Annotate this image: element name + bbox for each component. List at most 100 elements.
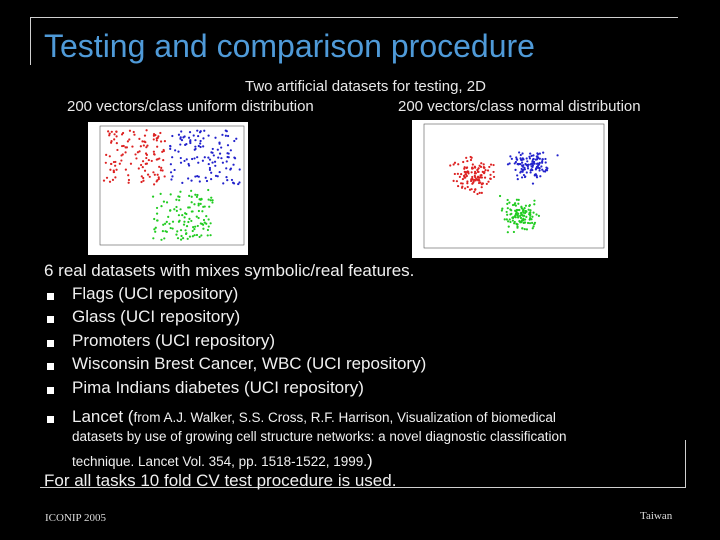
citation-line: datasets by use of growing cell structur…: [72, 429, 567, 444]
image-dot: [473, 174, 476, 177]
image-dot: [142, 144, 145, 147]
image-dot: [517, 163, 520, 166]
image-dot: [525, 157, 528, 160]
image-dot: [533, 221, 537, 224]
image-dot: [531, 227, 534, 230]
image-dot: [164, 230, 167, 233]
image-dot: [535, 165, 539, 168]
image-dot: [506, 163, 510, 166]
image-dot: [206, 228, 210, 232]
image-dot: [516, 178, 519, 181]
image-dot: [530, 154, 533, 157]
image-dot: [189, 141, 192, 145]
image-dot: [207, 134, 210, 137]
image-dot: [531, 160, 534, 163]
image-dot: [216, 175, 219, 178]
image-dot: [226, 144, 230, 147]
image-dot: [534, 158, 538, 161]
image-dot: [102, 179, 106, 182]
image-dot: [229, 168, 232, 171]
image-dot: [522, 211, 525, 214]
image-dot: [482, 163, 485, 166]
footer-conference: ICONIP 2005: [45, 512, 107, 524]
image-dot: [190, 179, 193, 182]
image-dot: [508, 218, 511, 221]
image-dot: [210, 196, 213, 199]
image-dot: [238, 181, 241, 184]
image-dot: [538, 152, 541, 155]
image-dot: [160, 238, 163, 241]
image-dot: [211, 147, 214, 151]
image-dot: [515, 223, 519, 226]
bullet-item: Glass (UCI repository): [72, 307, 240, 327]
image-dot: [171, 220, 175, 223]
image-dot: [111, 178, 115, 181]
image-dot: [179, 190, 182, 193]
image-dot: [470, 171, 473, 174]
image-dot: [457, 184, 460, 188]
image-dot: [197, 202, 200, 205]
image-dot: [162, 159, 165, 162]
image-dot: [156, 145, 159, 148]
image-dot: [158, 157, 161, 160]
image-dot: [114, 164, 117, 167]
image-dot: [156, 179, 159, 182]
image-dot: [113, 133, 116, 136]
image-dot: [509, 220, 512, 224]
image-dot: [167, 215, 170, 219]
image-dot: [140, 175, 143, 178]
image-dot: [452, 163, 455, 166]
image-dot: [198, 131, 202, 134]
image-dot: [525, 215, 528, 218]
image-dot: [196, 175, 199, 178]
image-dot: [163, 237, 166, 240]
image-dot: [464, 187, 467, 190]
image-dot: [514, 204, 517, 207]
image-dot: [181, 181, 184, 184]
image-dot: [190, 219, 193, 223]
image-dot: [544, 157, 547, 161]
image-dot: [157, 176, 160, 179]
conclusion: For all tasks 10 fold CV test procedure …: [44, 471, 397, 490]
image-dot: [200, 234, 203, 237]
image-dot: [529, 169, 532, 172]
image-dot: [209, 199, 212, 202]
image-dot: [524, 218, 527, 221]
image-dot: [108, 132, 111, 135]
image-dot: [453, 161, 457, 164]
image-dot: [489, 173, 492, 176]
image-dot: [538, 157, 541, 160]
image-dot: [214, 136, 217, 139]
image-dot: [193, 203, 196, 206]
image-dot: [191, 157, 194, 161]
image-dot: [457, 163, 460, 166]
image-dot: [225, 167, 228, 170]
image-dot: [516, 226, 519, 229]
image-dot: [146, 144, 149, 147]
image-dot: [522, 158, 525, 161]
image-dot: [519, 153, 522, 157]
bullet-marker: [47, 293, 54, 300]
image-dot: [145, 146, 148, 149]
image-dot: [528, 218, 531, 221]
image-dot: [479, 176, 482, 179]
image-dot: [511, 216, 515, 220]
image-dot: [154, 230, 157, 233]
image-dot: [112, 160, 115, 164]
image-dot: [478, 179, 481, 182]
subtitle: Two artificial datasets for testing, 2D: [245, 78, 486, 95]
image-dot: [465, 174, 468, 178]
image-dot: [471, 182, 474, 185]
image-dot: [179, 143, 182, 146]
bullet-item: Lancet (from A.J. Walker, S.S. Cross, R.…: [72, 407, 556, 427]
image-dot: [194, 225, 197, 228]
image-dot: [165, 220, 168, 223]
image-dot: [487, 180, 490, 183]
image-dot: [214, 164, 217, 167]
image-dot: [462, 160, 465, 164]
bullet-text: Promoters (UCI repository): [72, 331, 276, 350]
image-dot: [536, 156, 539, 159]
image-dot: [511, 203, 515, 207]
image-dot: [208, 168, 212, 172]
slide-title: Testing and comparison procedure: [44, 28, 535, 64]
